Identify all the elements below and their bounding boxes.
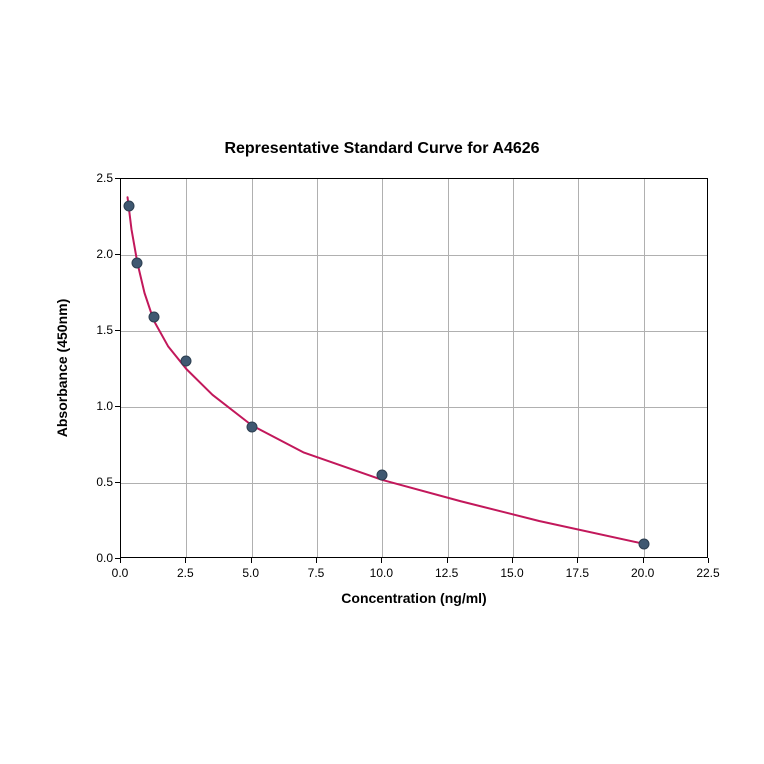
curve-line: [121, 179, 709, 559]
x-tick-mark: [512, 558, 513, 563]
x-tick-mark: [381, 558, 382, 563]
plot-area: [120, 178, 708, 558]
x-tick-label: 20.0: [631, 566, 654, 580]
x-tick-label: 0.0: [112, 566, 129, 580]
x-tick-mark: [251, 558, 252, 563]
x-tick-mark: [643, 558, 644, 563]
y-tick-label: 0.5: [85, 475, 113, 489]
grid-line-vertical: [317, 179, 318, 557]
data-point: [638, 538, 649, 549]
y-tick-label: 2.5: [85, 171, 113, 185]
grid-line-vertical: [448, 179, 449, 557]
x-tick-label: 5.0: [242, 566, 259, 580]
data-point: [246, 421, 257, 432]
x-tick-label: 17.5: [566, 566, 589, 580]
grid-line-horizontal: [121, 483, 707, 484]
chart-title: Representative Standard Curve for A4626: [0, 140, 764, 158]
grid-line-horizontal: [121, 255, 707, 256]
y-tick-label: 2.0: [85, 247, 113, 261]
grid-line-vertical: [513, 179, 514, 557]
x-tick-label: 12.5: [435, 566, 458, 580]
x-tick-mark: [447, 558, 448, 563]
x-tick-mark: [185, 558, 186, 563]
data-point: [124, 201, 135, 212]
grid-line-vertical: [644, 179, 645, 557]
y-tick-mark: [115, 330, 120, 331]
y-tick-label: 1.5: [85, 323, 113, 337]
x-tick-mark: [708, 558, 709, 563]
data-point: [148, 312, 159, 323]
data-point: [377, 470, 388, 481]
x-tick-label: 7.5: [308, 566, 325, 580]
grid-line-vertical: [252, 179, 253, 557]
grid-line-horizontal: [121, 331, 707, 332]
grid-line-horizontal: [121, 407, 707, 408]
y-axis-label: Absorbance (450nm): [54, 299, 70, 437]
data-point: [132, 257, 143, 268]
grid-line-vertical: [382, 179, 383, 557]
data-point: [181, 356, 192, 367]
y-tick-label: 0.0: [85, 551, 113, 565]
x-tick-label: 15.0: [500, 566, 523, 580]
x-tick-label: 2.5: [177, 566, 194, 580]
y-tick-mark: [115, 558, 120, 559]
y-tick-label: 1.0: [85, 399, 113, 413]
x-tick-label: 10.0: [370, 566, 393, 580]
y-tick-mark: [115, 406, 120, 407]
grid-line-vertical: [578, 179, 579, 557]
x-tick-mark: [120, 558, 121, 563]
y-tick-mark: [115, 254, 120, 255]
y-tick-mark: [115, 178, 120, 179]
grid-line-vertical: [186, 179, 187, 557]
x-tick-mark: [577, 558, 578, 563]
x-tick-label: 22.5: [696, 566, 719, 580]
x-tick-mark: [316, 558, 317, 563]
y-tick-mark: [115, 482, 120, 483]
x-axis-label: Concentration (ng/ml): [341, 590, 486, 606]
